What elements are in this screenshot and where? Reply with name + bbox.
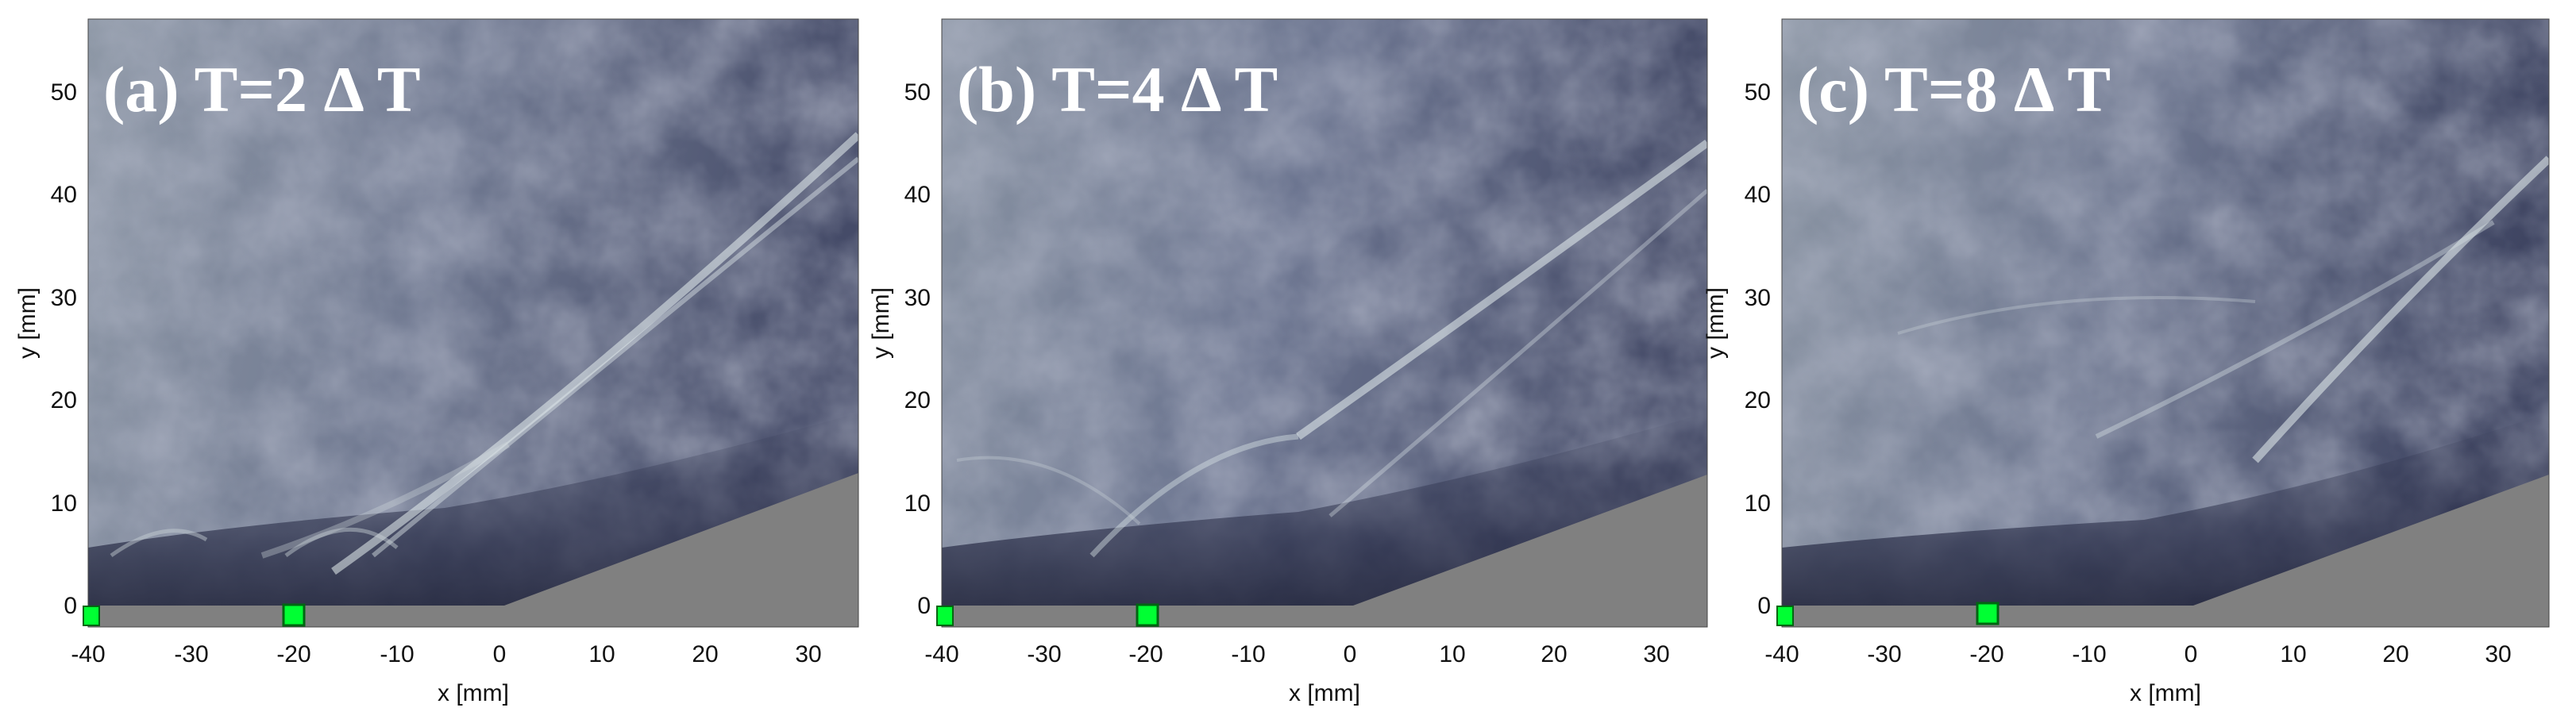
x-tick-label: 20 (1541, 641, 1567, 667)
y-tick-label: 30 (904, 285, 931, 311)
panel-c-plot: 0 10 20 30 40 50 y [mm] -40 -30 -20 -10 … (1703, 18, 2550, 706)
y-axis: 0 10 20 30 40 50 y [mm] (1703, 79, 1771, 619)
x-tick-label: 20 (692, 641, 718, 667)
marker-square (282, 603, 306, 627)
y-tick-label: 40 (904, 182, 931, 208)
x-tick-label: 0 (1344, 641, 1357, 667)
y-axis-label: y [mm] (868, 287, 894, 359)
x-tick-label: -10 (380, 641, 414, 667)
ramp-wall-b (942, 475, 1707, 627)
schlieren-image-b (942, 19, 1707, 627)
y-tick-label: 30 (51, 285, 77, 311)
x-tick-label: -40 (71, 641, 105, 667)
x-axis-label: x [mm] (2130, 680, 2201, 706)
panel-a: 0 10 20 30 40 50 y [mm] -40 -30 -20 -10 … (0, 0, 859, 723)
x-tick-label: 30 (2485, 641, 2511, 667)
y-tick-label: 10 (904, 490, 931, 517)
x-tick-label: 30 (1643, 641, 1669, 667)
y-tick-label: 10 (51, 490, 77, 517)
x-axis-label: x [mm] (1289, 680, 1360, 706)
y-tick-label: 0 (917, 593, 931, 619)
x-axis: -40 -30 -20 -10 0 10 20 30 x [mm] (924, 641, 1669, 706)
y-tick-label: 20 (1745, 387, 1771, 413)
marker-square (83, 606, 100, 626)
marker-square (1976, 602, 1999, 625)
schlieren-image-a (88, 19, 858, 627)
x-tick-label: 10 (1439, 641, 1465, 667)
x-tick-label: 30 (795, 641, 821, 667)
y-tick-label: 30 (1745, 285, 1771, 311)
y-tick-label: 50 (1745, 79, 1771, 106)
ramp-wall-a (88, 473, 858, 627)
marker-square (936, 606, 954, 626)
x-tick-label: -10 (1231, 641, 1265, 667)
x-tick-label: -10 (2072, 641, 2106, 667)
x-tick-label: 10 (588, 641, 615, 667)
x-tick-label: -40 (924, 641, 958, 667)
x-tick-label: 10 (2280, 641, 2306, 667)
y-tick-label: 40 (51, 182, 77, 208)
y-tick-label: 50 (904, 79, 931, 106)
panel-b-plot: 0 10 20 30 40 50 y [mm] -40 -30 -20 -10 … (868, 18, 1708, 706)
x-tick-label: -30 (1867, 641, 1901, 667)
panel-title: (a) T=2 Δ T (103, 53, 421, 125)
x-axis: -40 -30 -20 -10 0 10 20 30 x [mm] (1764, 641, 2511, 706)
y-tick-label: 20 (904, 387, 931, 413)
x-axis-label: x [mm] (438, 680, 509, 706)
x-tick-label: 20 (2382, 641, 2408, 667)
x-axis: -40 -30 -20 -10 0 10 20 30 x [mm] (71, 641, 821, 706)
panel-title: (c) T=8 Δ T (1797, 53, 2111, 125)
panel-title: (b) T=4 Δ T (957, 53, 1278, 125)
ramp-wall-c (1782, 475, 2549, 627)
marker-square (1136, 603, 1159, 627)
x-tick-label: -20 (276, 641, 310, 667)
x-tick-label: 0 (493, 641, 507, 667)
panel-c: 0 10 20 30 40 50 y [mm] -40 -30 -20 -10 … (1699, 0, 2550, 723)
y-tick-label: 10 (1745, 490, 1771, 517)
y-tick-label: 0 (64, 593, 77, 619)
y-axis-label: y [mm] (1703, 287, 1729, 359)
panel-a-plot: 0 10 20 30 40 50 y [mm] -40 -30 -20 -10 … (14, 18, 859, 706)
x-tick-label: -20 (1969, 641, 2003, 667)
y-axis: 0 10 20 30 40 50 y [mm] (14, 79, 77, 619)
y-tick-label: 0 (1757, 593, 1771, 619)
x-tick-label: -20 (1128, 641, 1163, 667)
y-axis: 0 10 20 30 40 50 y [mm] (868, 79, 931, 619)
panel-b: 0 10 20 30 40 50 y [mm] -40 -30 -20 -10 … (854, 0, 1708, 723)
y-axis-label: y [mm] (14, 287, 40, 359)
x-tick-label: 0 (2185, 641, 2198, 667)
marker-square (1776, 606, 1794, 626)
x-tick-label: -40 (1764, 641, 1799, 667)
schlieren-image-c (1782, 19, 2549, 627)
x-tick-label: -30 (1027, 641, 1061, 667)
x-tick-label: -30 (174, 641, 208, 667)
y-tick-label: 40 (1745, 182, 1771, 208)
y-tick-label: 50 (51, 79, 77, 106)
y-tick-label: 20 (51, 387, 77, 413)
